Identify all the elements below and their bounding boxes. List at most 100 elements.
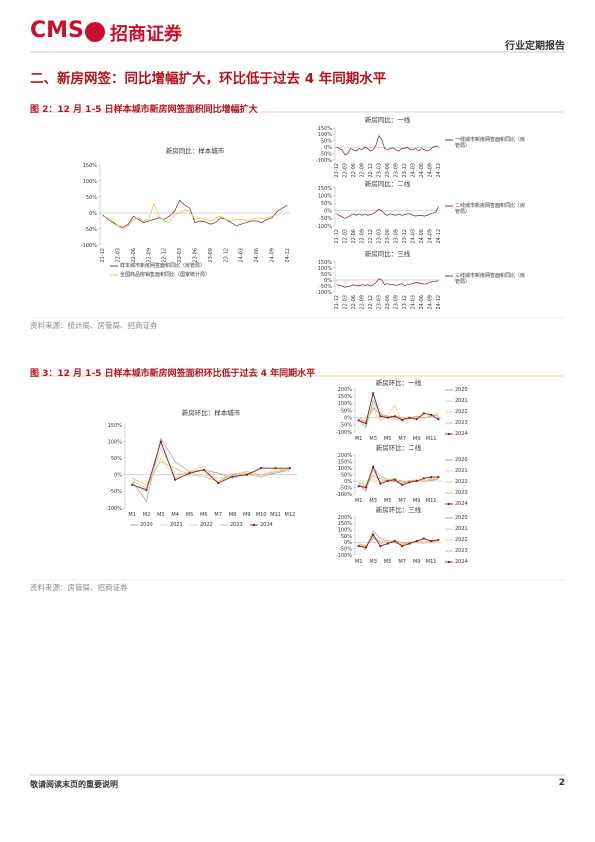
y-tick-label: 50% <box>341 408 352 414</box>
legend-label: 2020 <box>140 522 153 528</box>
point <box>231 475 234 478</box>
x-tick-label: M12 <box>284 512 295 518</box>
point <box>364 486 367 489</box>
point <box>408 481 411 484</box>
point <box>159 440 162 443</box>
report-type: 行业定期报告 <box>505 41 565 52</box>
x-tick-label: 24-06 <box>419 163 425 178</box>
x-tick-label: M1 <box>355 498 363 504</box>
x-tick-label: 22-06 <box>131 248 137 263</box>
x-tick-label: M2 <box>143 512 151 518</box>
y-tick-label: 50% <box>111 456 122 462</box>
x-tick-label: 23-12 <box>402 295 408 310</box>
y-tick-label: 150% <box>338 459 353 465</box>
chart-title: 新房环比：三线 <box>376 505 422 514</box>
legend-label: 2024 <box>455 431 468 437</box>
y-tick-label: -50% <box>319 151 332 157</box>
x-tick-label: 22-12 <box>162 248 168 263</box>
x-tick-label: M3 <box>369 498 377 504</box>
x-tick-label: 22-09 <box>146 248 152 263</box>
x-tick-label: M7 <box>398 559 406 565</box>
x-tick-label: M7 <box>214 512 222 518</box>
series-line <box>132 461 290 486</box>
y-tick-label: 150% <box>318 126 333 132</box>
x-tick-label: M5 <box>384 559 392 565</box>
x-tick-label: 22-12 <box>368 163 374 178</box>
point <box>401 545 404 548</box>
x-tick-label: M9 <box>413 559 421 565</box>
x-tick-label: M5 <box>384 436 392 442</box>
y-tick-label: -100% <box>336 492 352 498</box>
y-tick-label: 100% <box>318 132 333 138</box>
point <box>288 467 291 470</box>
point <box>357 485 360 488</box>
point <box>437 538 440 541</box>
legend-label: 2022 <box>200 522 213 528</box>
legend-label: 样本城市新房网签面积同比（房管局） <box>120 263 206 269</box>
point <box>393 539 396 543</box>
chart-title: 新房同比：样本城市 <box>166 146 225 155</box>
series-line <box>358 391 439 425</box>
legend-label: 一线城市新房网签面积同比（房管局） <box>455 137 526 149</box>
x-tick-label: 24-03 <box>411 163 417 178</box>
y-tick-label: 100% <box>338 527 353 533</box>
x-tick-label: M1 <box>355 559 363 565</box>
y-tick-label: 150% <box>318 260 333 266</box>
legend-label: 2023 <box>230 522 243 528</box>
point <box>357 419 360 422</box>
y-tick-label: 200% <box>338 387 353 393</box>
x-tick-label: M8 <box>229 512 237 518</box>
x-tick-label: 23-06 <box>385 295 391 310</box>
point <box>386 542 389 545</box>
section-title: 二、新房网签：同比增幅扩大，环比低于过去 4 年同期水平 <box>30 71 387 87</box>
y-tick-label: 200% <box>338 453 353 459</box>
y-tick-label: 150% <box>318 186 333 192</box>
point <box>372 392 375 395</box>
series-line <box>358 473 439 487</box>
y-tick-label: -50% <box>319 284 332 290</box>
x-tick-label: M1 <box>355 436 363 442</box>
x-tick-label: M5 <box>186 512 194 518</box>
series-line <box>132 440 290 491</box>
x-tick-label: 24-03 <box>411 229 417 244</box>
y-tick-label: 50% <box>321 272 332 278</box>
y-tick-label: 100% <box>318 193 333 199</box>
point <box>386 479 389 483</box>
y-tick-label: -50% <box>84 227 97 233</box>
x-tick-label: M9 <box>413 436 421 442</box>
x-tick-label: M5 <box>384 498 392 504</box>
x-tick-label: 24-06 <box>254 248 260 263</box>
y-tick-label: 0% <box>344 479 352 485</box>
x-tick-label: M6 <box>200 512 208 518</box>
legend-label: 二线城市新房网签面积同比（房管局） <box>455 203 526 215</box>
y-tick-label: -50% <box>319 216 332 222</box>
point <box>379 482 382 485</box>
point <box>379 415 382 418</box>
figure-title: 图 2：12 月 1-5 日样本城市新房网签面积同比增幅扩大 <box>30 105 258 115</box>
x-tick-label: 23-03 <box>376 229 382 244</box>
x-tick-label: 22-03 <box>342 229 348 244</box>
legend-label: 2021 <box>455 526 468 532</box>
x-tick-label: M11 <box>426 436 437 442</box>
x-tick-label: 22-06 <box>351 163 357 178</box>
point <box>401 483 404 486</box>
x-tick-label: M10 <box>256 512 267 518</box>
point <box>357 545 360 548</box>
y-tick-label: 150% <box>108 423 123 429</box>
x-tick-label: M3 <box>369 559 377 565</box>
legend-marker <box>252 523 256 527</box>
x-tick-label: 22-09 <box>359 295 365 310</box>
x-tick-label: 23-03 <box>376 295 382 310</box>
point <box>174 478 177 481</box>
x-tick-label: 22-06 <box>351 229 357 244</box>
x-tick-label: 23-03 <box>376 163 382 178</box>
legend-label: 2021 <box>170 522 183 528</box>
y-tick-label: -50% <box>109 489 122 495</box>
legend-label: 2021 <box>455 468 468 474</box>
x-tick-label: 23-03 <box>177 248 183 263</box>
legend-label: 2022 <box>455 537 468 543</box>
legend-label: 2020 <box>455 387 468 393</box>
y-tick-label: 0% <box>324 278 332 284</box>
x-tick-label: 21-12 <box>100 248 106 263</box>
x-tick-label: 22-12 <box>368 229 374 244</box>
